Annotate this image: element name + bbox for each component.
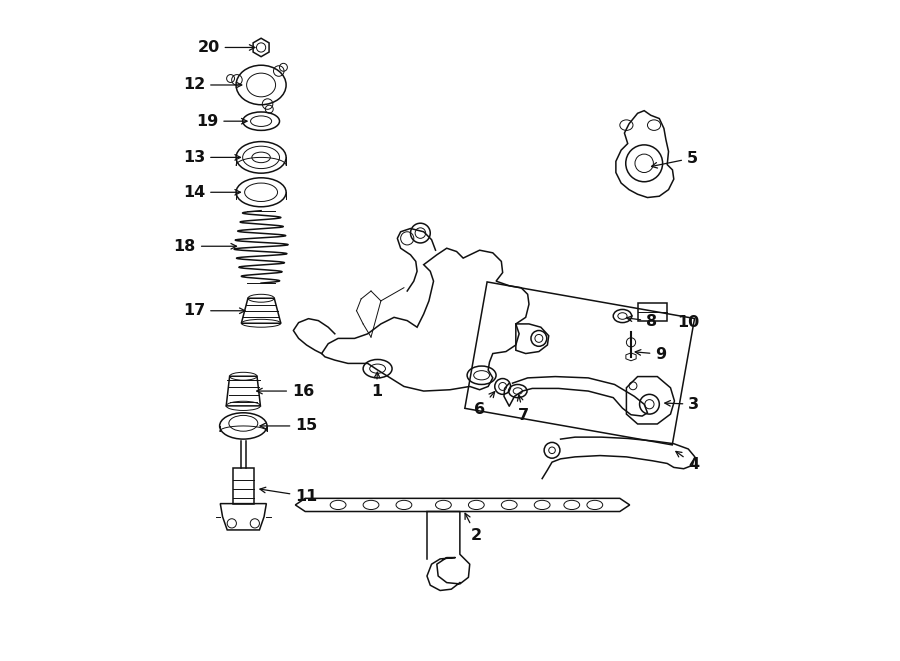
Text: 16: 16 <box>256 383 314 399</box>
Text: 11: 11 <box>260 487 318 504</box>
Text: 13: 13 <box>183 150 240 165</box>
Text: 20: 20 <box>197 40 255 55</box>
Text: 6: 6 <box>474 391 495 416</box>
Text: 19: 19 <box>196 114 247 129</box>
Text: 2: 2 <box>465 513 482 543</box>
Text: 10: 10 <box>677 315 699 330</box>
Text: 1: 1 <box>371 372 382 399</box>
Text: 18: 18 <box>174 239 237 254</box>
Text: 17: 17 <box>183 303 245 318</box>
Text: 3: 3 <box>665 397 699 412</box>
Text: 4: 4 <box>676 451 699 472</box>
Text: 8: 8 <box>626 314 657 329</box>
Text: 15: 15 <box>260 418 318 434</box>
Text: 7: 7 <box>518 395 529 422</box>
Text: 9: 9 <box>635 347 667 362</box>
Text: 14: 14 <box>183 185 240 200</box>
Text: 5: 5 <box>652 151 698 168</box>
Text: 12: 12 <box>183 77 242 93</box>
